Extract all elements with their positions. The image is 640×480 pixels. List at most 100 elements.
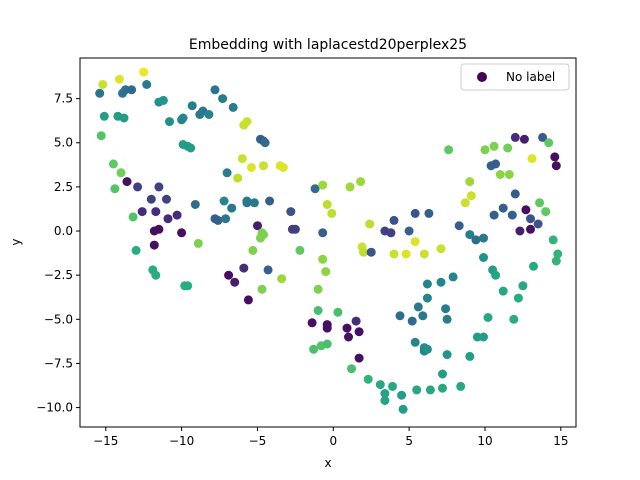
data-point-150 bbox=[513, 293, 523, 303]
data-point-119 bbox=[489, 141, 499, 151]
data-point-97 bbox=[366, 247, 376, 257]
data-point-2 bbox=[139, 67, 149, 77]
data-point-20 bbox=[210, 85, 220, 95]
data-point-59 bbox=[221, 214, 231, 224]
data-point-175 bbox=[438, 383, 447, 393]
x-tick-label-6: 15 bbox=[553, 434, 568, 448]
data-point-165 bbox=[407, 316, 417, 326]
data-point-70 bbox=[249, 198, 259, 208]
data-point-76 bbox=[224, 270, 234, 280]
legend-entry-label: No label bbox=[506, 70, 555, 84]
data-point-132 bbox=[489, 210, 499, 220]
data-point-37 bbox=[146, 194, 156, 204]
data-point-27 bbox=[260, 138, 270, 148]
x-tick-label-1: −10 bbox=[169, 434, 194, 448]
data-point-152 bbox=[529, 261, 538, 271]
data-point-57 bbox=[213, 215, 223, 225]
data-point-193 bbox=[322, 323, 332, 333]
data-point-181 bbox=[380, 389, 390, 398]
data-point-129 bbox=[544, 138, 554, 148]
data-point-82 bbox=[263, 265, 273, 275]
data-point-151 bbox=[518, 281, 528, 291]
data-point-149 bbox=[498, 286, 508, 296]
data-point-45 bbox=[154, 224, 164, 234]
data-point-71 bbox=[265, 196, 275, 206]
data-point-93 bbox=[345, 182, 355, 192]
data-point-117 bbox=[466, 191, 476, 201]
data-point-3 bbox=[95, 88, 105, 98]
data-point-39 bbox=[162, 194, 171, 204]
data-point-185 bbox=[347, 364, 356, 374]
data-point-180 bbox=[388, 381, 397, 391]
data-point-159 bbox=[448, 272, 458, 282]
data-point-162 bbox=[422, 293, 432, 303]
data-point-116 bbox=[465, 177, 475, 187]
data-point-50 bbox=[151, 270, 161, 280]
data-point-91 bbox=[322, 200, 332, 209]
data-point-36 bbox=[133, 182, 143, 192]
data-point-103 bbox=[401, 249, 411, 259]
data-point-21 bbox=[218, 94, 228, 104]
data-point-48 bbox=[131, 245, 141, 255]
data-point-0 bbox=[98, 80, 108, 89]
data-point-182 bbox=[380, 396, 390, 405]
data-point-109 bbox=[436, 244, 446, 254]
data-point-54 bbox=[190, 200, 200, 209]
data-point-121 bbox=[491, 159, 501, 169]
data-point-40 bbox=[137, 207, 147, 217]
data-point-60 bbox=[227, 203, 237, 213]
chart-title: Embedding with laplacestd20perplex25 bbox=[189, 37, 467, 53]
data-point-196 bbox=[309, 344, 319, 354]
data-point-142 bbox=[541, 207, 551, 217]
data-point-24 bbox=[242, 117, 252, 127]
data-point-80 bbox=[248, 245, 258, 255]
data-point-143 bbox=[548, 235, 558, 245]
x-tick-label-3: 0 bbox=[329, 434, 337, 448]
data-point-148 bbox=[491, 270, 501, 280]
data-point-43 bbox=[172, 210, 182, 220]
data-point-141 bbox=[535, 198, 545, 208]
data-point-187 bbox=[344, 332, 353, 342]
data-point-111 bbox=[465, 230, 475, 240]
data-point-88 bbox=[310, 184, 320, 194]
data-point-164 bbox=[395, 311, 405, 321]
data-point-61 bbox=[222, 168, 232, 178]
data-point-53 bbox=[183, 281, 193, 291]
data-point-22 bbox=[228, 102, 238, 112]
data-point-140 bbox=[533, 219, 543, 229]
data-point-169 bbox=[410, 337, 420, 347]
data-point-78 bbox=[239, 263, 249, 273]
data-point-186 bbox=[354, 353, 364, 363]
data-point-67 bbox=[278, 163, 288, 172]
data-point-178 bbox=[398, 404, 408, 414]
data-point-139 bbox=[526, 214, 535, 224]
data-point-9 bbox=[158, 95, 168, 105]
data-point-104 bbox=[404, 226, 414, 236]
data-point-28 bbox=[96, 131, 106, 141]
data-point-34 bbox=[116, 168, 126, 178]
data-point-127 bbox=[527, 154, 537, 164]
data-point-136 bbox=[515, 226, 525, 236]
data-point-100 bbox=[386, 228, 396, 238]
data-point-114 bbox=[444, 145, 454, 155]
data-point-81 bbox=[257, 284, 267, 294]
data-point-158 bbox=[456, 381, 466, 391]
data-point-166 bbox=[418, 311, 428, 321]
y-tick-label-1: −7.5 bbox=[44, 356, 73, 370]
x-tick-label-4: 5 bbox=[405, 434, 413, 448]
data-point-69 bbox=[242, 198, 252, 208]
data-point-176 bbox=[425, 385, 435, 395]
data-point-94 bbox=[356, 177, 366, 187]
data-point-168 bbox=[442, 314, 452, 324]
data-point-153 bbox=[509, 314, 519, 324]
y-tick-label-6: 5.0 bbox=[54, 136, 73, 150]
data-point-195 bbox=[313, 306, 323, 315]
data-point-201 bbox=[313, 284, 323, 294]
legend-marker bbox=[477, 72, 487, 82]
data-point-190 bbox=[354, 327, 364, 337]
data-point-189 bbox=[351, 316, 361, 326]
data-point-118 bbox=[480, 145, 490, 155]
data-point-79 bbox=[243, 295, 253, 305]
data-point-1 bbox=[114, 74, 124, 84]
data-point-174 bbox=[438, 369, 447, 379]
